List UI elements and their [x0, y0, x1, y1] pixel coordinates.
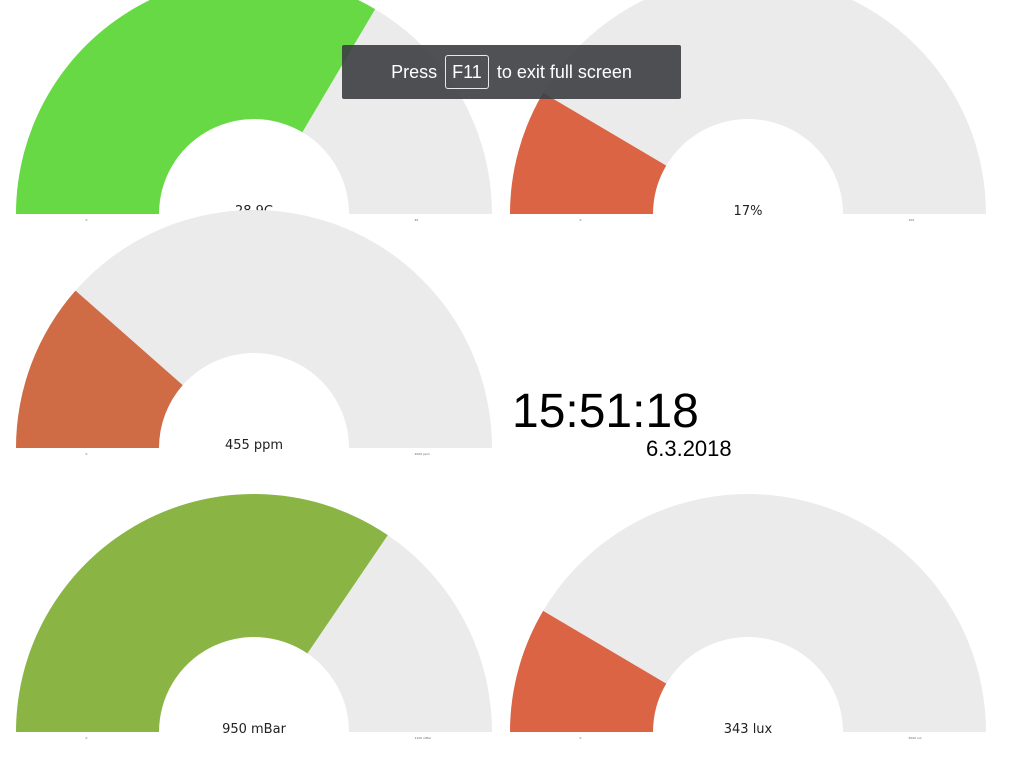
gauge-min-label: 0 — [579, 218, 582, 222]
pressure-gauge-arc — [16, 494, 492, 732]
gauge-min-label: 0 — [85, 452, 88, 456]
clock-date: 6.3.2018 — [646, 436, 732, 461]
fullscreen-exit-notice: Press F11 to exit full screen — [342, 45, 681, 99]
f11-key-badge: F11 — [445, 55, 489, 89]
gauge-max-label: 2000 lux — [908, 736, 922, 740]
notice-suffix: to exit full screen — [496, 61, 632, 82]
gauge-fill — [16, 494, 388, 732]
notice-prefix: Press — [391, 61, 438, 82]
gauge-max-label: 1100 mBar — [414, 736, 432, 740]
humidity-gauge-arc — [510, 0, 986, 214]
light-value: 343 lux — [723, 722, 773, 737]
light-gauge-arc — [510, 494, 986, 732]
gauge-fill — [510, 610, 667, 732]
gauge-max-label: 2000 ppm — [414, 452, 430, 456]
temperature-gauge: 0 40 28.9C — [14, 0, 494, 230]
co2-gauge: 0 2000 ppm 455 ppm — [14, 210, 494, 464]
gauge-min-label: 0 — [579, 736, 582, 740]
gauge-max-label: 40 — [414, 218, 419, 222]
clock-time: 15:51:18 — [512, 385, 699, 438]
temperature-gauge-arc — [16, 0, 492, 214]
co2-value: 455 ppm — [224, 438, 284, 453]
gauge-fill — [510, 92, 667, 214]
pressure-gauge: 0 1100 mBar 950 mBar — [14, 494, 494, 748]
co2-gauge-arc — [16, 210, 492, 448]
light-gauge: 0 2000 lux 343 lux — [508, 494, 988, 748]
gauge-max-label: 100 — [908, 218, 915, 222]
gauge-min-label: 0 — [85, 736, 88, 740]
gauge-min-label: 0 — [85, 218, 88, 222]
gauge-fill — [16, 0, 376, 214]
pressure-value: 950 mBar — [222, 722, 286, 737]
humidity-gauge: 0 100 17% — [508, 0, 988, 230]
gauge-fill — [16, 290, 183, 448]
humidity-value: 17% — [733, 204, 763, 219]
